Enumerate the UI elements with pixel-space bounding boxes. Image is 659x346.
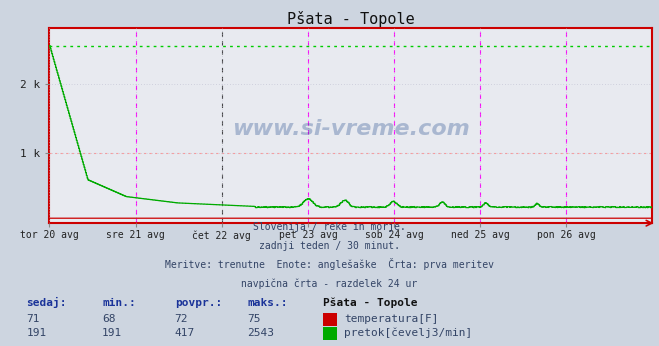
Text: temperatura[F]: temperatura[F] [344,314,438,324]
Text: navpična črta - razdelek 24 ur: navpična črta - razdelek 24 ur [241,279,418,289]
Text: 417: 417 [175,328,195,338]
Text: pretok[čevelj3/min]: pretok[čevelj3/min] [344,328,473,338]
Text: 72: 72 [175,314,188,324]
Title: Pšata - Topole: Pšata - Topole [287,10,415,27]
Text: Pšata - Topole: Pšata - Topole [323,298,417,308]
Text: 2543: 2543 [247,328,274,338]
Text: 191: 191 [26,328,47,338]
Text: povpr.:: povpr.: [175,298,222,308]
Text: zadnji teden / 30 minut.: zadnji teden / 30 minut. [259,241,400,251]
Text: min.:: min.: [102,298,136,308]
Text: Slovenija / reke in morje.: Slovenija / reke in morje. [253,222,406,232]
Text: 68: 68 [102,314,115,324]
Text: 71: 71 [26,314,40,324]
Text: Meritve: trenutne  Enote: anglešaške  Črta: prva meritev: Meritve: trenutne Enote: anglešaške Črta… [165,258,494,270]
Text: sedaj:: sedaj: [26,297,67,308]
Text: www.si-vreme.com: www.si-vreme.com [232,119,470,139]
Text: maks.:: maks.: [247,298,287,308]
Text: 191: 191 [102,328,123,338]
Text: 75: 75 [247,314,260,324]
